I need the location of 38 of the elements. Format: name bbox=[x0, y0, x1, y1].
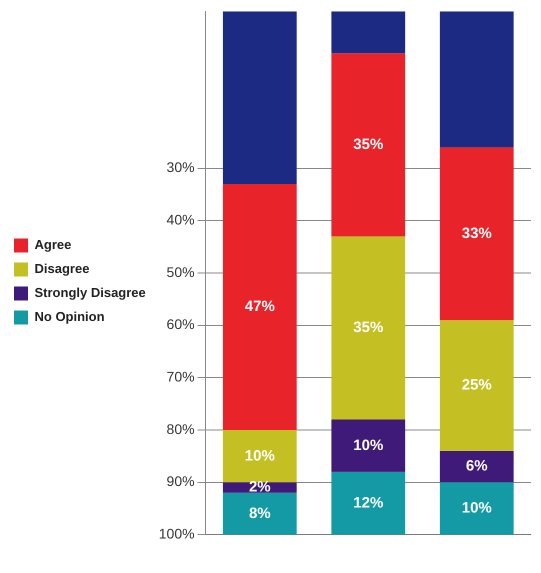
bar bbox=[222, 11, 297, 184]
data-label: 35% bbox=[353, 319, 384, 336]
y-tick-label: 60% bbox=[166, 316, 195, 332]
data-label: 12% bbox=[353, 494, 384, 512]
bar bbox=[222, 492, 297, 535]
data-label: 10% bbox=[244, 447, 275, 464]
legend-label: Strongly Disagree bbox=[34, 285, 146, 300]
data-label: 47% bbox=[244, 298, 275, 316]
data-label: 2% bbox=[248, 478, 271, 496]
y-tick-label: 30% bbox=[166, 159, 195, 176]
bar bbox=[331, 53, 406, 236]
data-label: 6% bbox=[466, 458, 488, 475]
bar bbox=[440, 147, 514, 320]
data-label: 8% bbox=[248, 504, 271, 522]
legend-label: Agree bbox=[34, 237, 72, 252]
bar bbox=[440, 482, 514, 535]
bar bbox=[440, 320, 514, 451]
bar bbox=[440, 11, 514, 148]
bar bbox=[331, 419, 406, 472]
legend-label: No Opinion bbox=[34, 309, 105, 324]
bar bbox=[331, 472, 406, 535]
y-tick-label: 80% bbox=[166, 420, 195, 437]
bar bbox=[440, 450, 514, 482]
y-tick-label: 90% bbox=[166, 473, 195, 490]
data-label: 10% bbox=[462, 500, 492, 517]
bar bbox=[222, 430, 297, 482]
y-tick-label: 100% bbox=[158, 525, 195, 542]
legend-label: Disagree bbox=[34, 261, 90, 276]
data-label: 33% bbox=[462, 224, 492, 242]
bar bbox=[331, 236, 406, 420]
y-tick-label: 70% bbox=[166, 368, 195, 384]
y-tick-label: 40% bbox=[166, 212, 195, 228]
data-label: 25% bbox=[462, 376, 492, 394]
data-label: 10% bbox=[353, 436, 384, 454]
bar bbox=[331, 11, 406, 54]
data-label: 35% bbox=[353, 136, 384, 153]
y-tick-label: 50% bbox=[166, 264, 195, 280]
bar bbox=[222, 184, 297, 430]
